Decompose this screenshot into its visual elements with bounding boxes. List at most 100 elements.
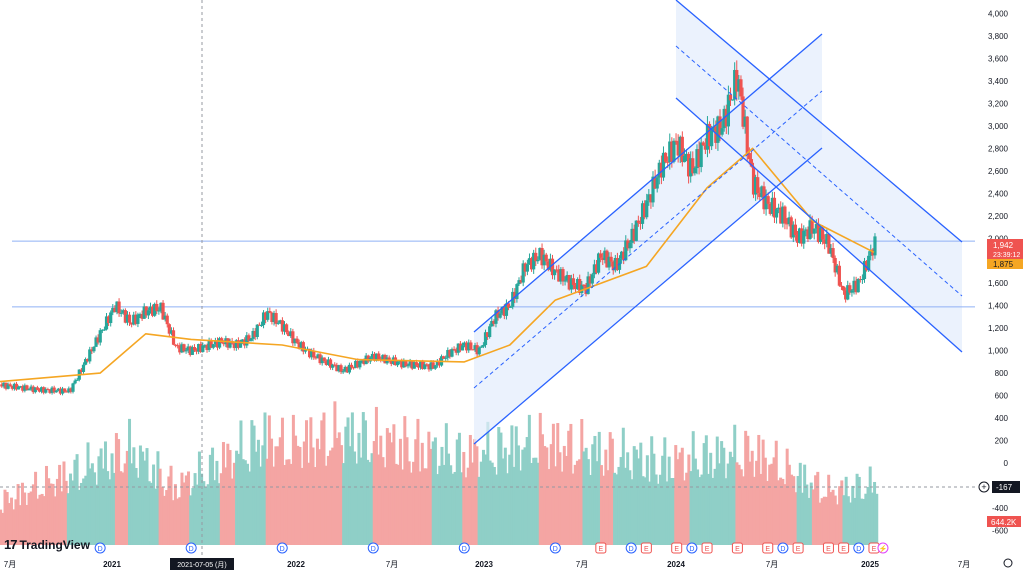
candle-body <box>605 250 609 268</box>
volume-bar <box>776 480 780 545</box>
volume-bar <box>610 438 614 545</box>
volume-bar <box>409 472 413 545</box>
countdown-label: 23:39:12 <box>993 252 1020 259</box>
volume-bar <box>525 437 529 545</box>
volume-bar <box>418 471 422 545</box>
candle-body <box>858 278 862 280</box>
volume-bar <box>165 490 169 545</box>
candle-body <box>573 285 578 290</box>
volume-bar <box>608 432 612 545</box>
volume-bar <box>726 463 730 545</box>
candle-body <box>410 361 414 369</box>
candle-body <box>109 312 113 324</box>
candle-body <box>689 158 693 177</box>
volume-bar <box>73 459 77 545</box>
candle-body <box>253 330 257 337</box>
candle-body <box>720 128 724 135</box>
volume-bar <box>545 447 549 545</box>
candle-body <box>523 263 527 272</box>
candle-body <box>705 123 710 150</box>
candle-body <box>559 269 563 282</box>
volume-bar <box>770 463 774 545</box>
volume-bar <box>772 457 776 545</box>
candle-body <box>341 371 345 373</box>
volume-bar <box>315 438 319 545</box>
volume-bar <box>254 451 258 545</box>
volume-bar <box>731 456 735 545</box>
volume-bar <box>481 449 485 545</box>
volume-bar <box>844 476 848 545</box>
volume-bar <box>462 451 466 545</box>
volume-bar <box>833 495 837 545</box>
volume-bar <box>678 452 682 545</box>
candle-body <box>54 390 58 393</box>
candle-body <box>657 162 661 178</box>
candle-body <box>178 345 182 353</box>
volume-bar <box>10 497 14 545</box>
volume-bar <box>752 476 756 545</box>
candle-body <box>504 303 509 316</box>
candle-body <box>33 387 37 393</box>
candle-body <box>678 136 682 156</box>
volume-bar <box>285 459 289 545</box>
candle-body <box>599 253 603 258</box>
candle-body <box>232 343 236 349</box>
candle-body <box>192 346 197 351</box>
volume-bar <box>29 491 33 545</box>
candle-body <box>485 332 490 337</box>
candle-body <box>477 347 481 355</box>
candle-body <box>326 359 331 366</box>
candle-body <box>829 248 833 254</box>
candle-body <box>437 360 442 366</box>
volume-bar <box>374 406 378 545</box>
volume-bar <box>508 454 512 545</box>
volume-bar <box>680 447 684 545</box>
candle-body <box>571 278 576 286</box>
dividend-badge <box>625 542 637 554</box>
volume-bar <box>200 473 204 545</box>
candle-body <box>169 330 174 334</box>
volume-bar <box>438 465 442 545</box>
price-axis-tick: 2,800 <box>988 144 1009 153</box>
volume-bar <box>501 458 505 545</box>
badge-letter: D <box>553 546 558 553</box>
candle-body <box>726 94 730 127</box>
candle-body <box>268 311 272 313</box>
volume-bar <box>132 447 136 545</box>
volume-bar <box>344 426 348 545</box>
candle-body <box>800 228 804 244</box>
volume-bar <box>313 467 317 545</box>
candle-body <box>393 357 398 366</box>
candle-body <box>234 340 238 349</box>
candle-body <box>760 186 764 198</box>
candle-body <box>104 316 109 330</box>
candle-body <box>542 254 546 266</box>
volume-bar <box>130 463 134 545</box>
candle-body <box>261 312 266 326</box>
candle-body <box>739 79 743 97</box>
volume-bar <box>781 478 785 545</box>
moving-average-line <box>0 147 875 383</box>
candle-body <box>793 224 797 235</box>
volume-bar <box>648 481 652 545</box>
time-axis-label: 2022 <box>287 560 305 569</box>
volume-bar <box>643 477 647 545</box>
volume-bar <box>746 435 750 545</box>
candle-body <box>655 177 659 189</box>
candle-body <box>0 384 4 387</box>
candle-body <box>73 380 77 384</box>
volume-bar <box>252 425 256 545</box>
volume-bar <box>119 471 123 545</box>
volume-bar <box>591 444 595 545</box>
candle-body <box>492 321 496 324</box>
volume-bar <box>287 459 291 545</box>
badge-letter: E <box>735 546 740 553</box>
candle-body <box>63 388 67 392</box>
volume-bar <box>851 485 855 545</box>
volume-bar <box>377 454 381 545</box>
price-axis-tick: 1,200 <box>988 324 1009 333</box>
volume-bar <box>779 477 783 545</box>
candle-body <box>454 349 458 353</box>
